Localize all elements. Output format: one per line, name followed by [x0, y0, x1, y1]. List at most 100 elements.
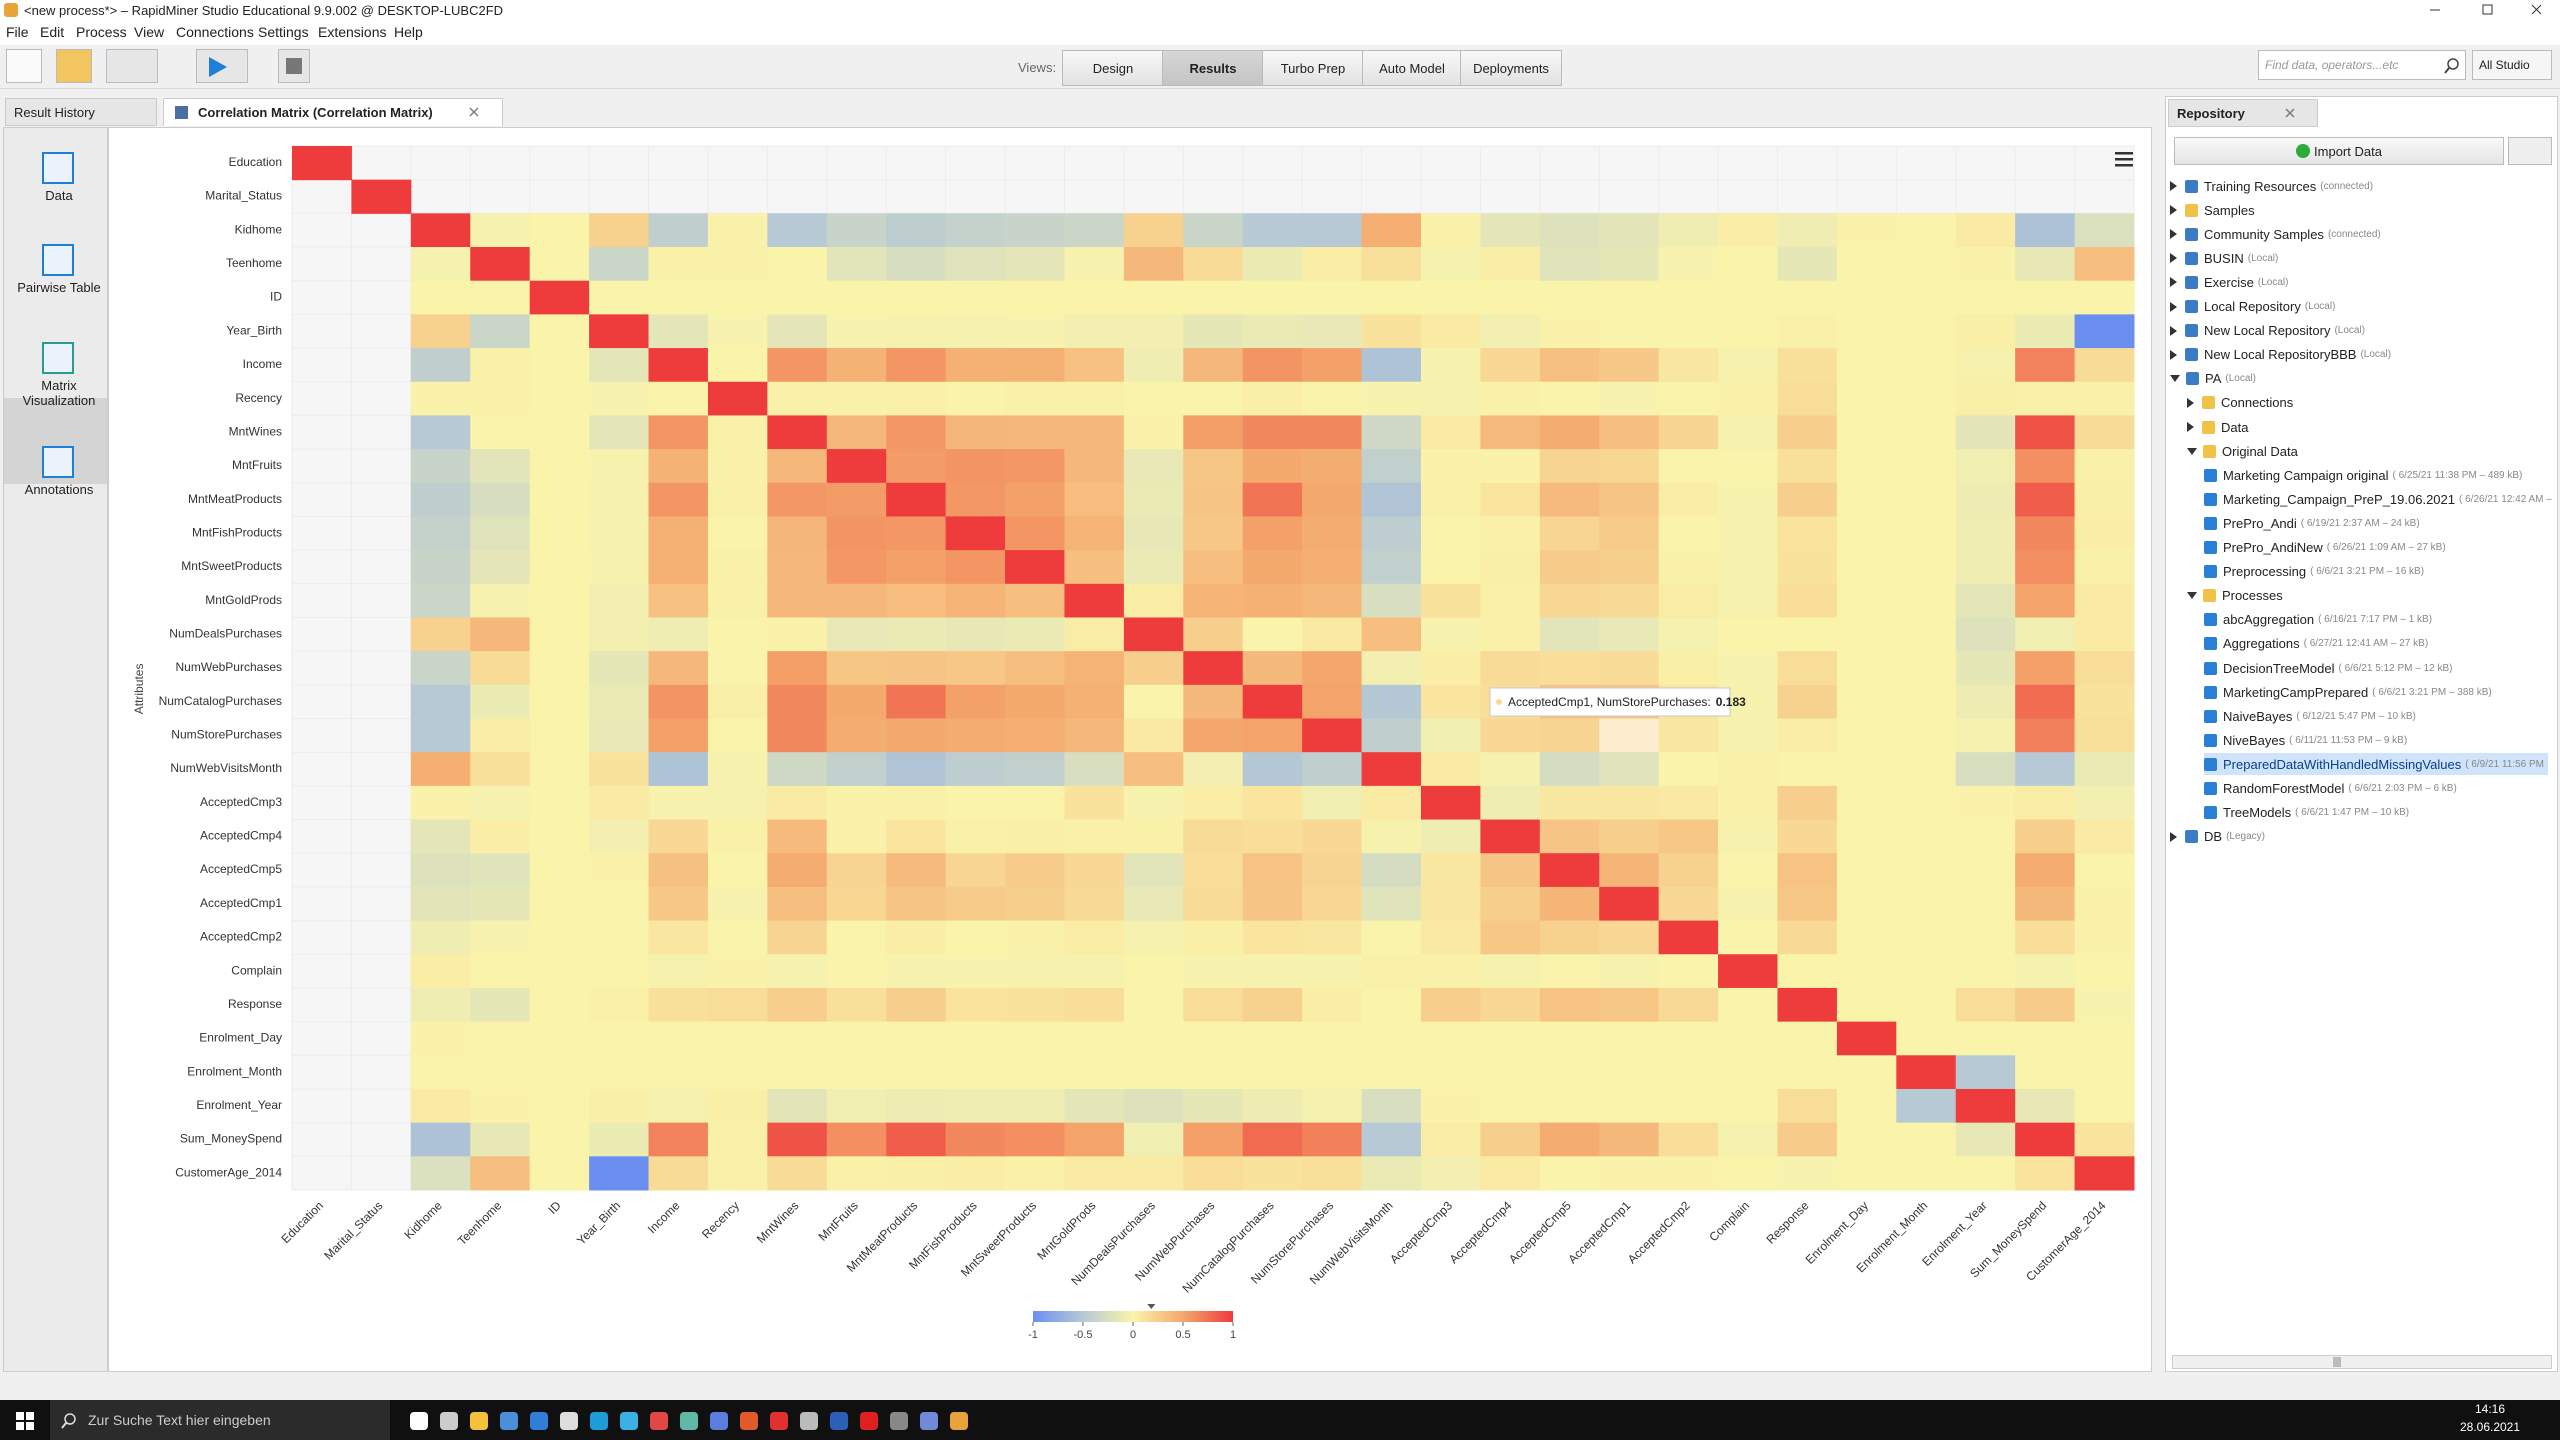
expand-arrow[interactable]	[2170, 205, 2177, 216]
close[interactable]	[2531, 4, 2542, 15]
taskbar-app-icon[interactable]	[500, 1412, 518, 1430]
menu-item[interactable]: Edit	[40, 24, 65, 40]
taskbar-app-icon[interactable]	[830, 1412, 848, 1430]
open-button[interactable]	[56, 49, 92, 83]
tree-item[interactable]: Local Repository (Local)	[2170, 296, 2335, 318]
save-button[interactable]	[106, 49, 158, 83]
search-box[interactable]: Find data, operators...etc	[2258, 50, 2466, 80]
view-icon[interactable]	[42, 446, 74, 478]
tree-item[interactable]: Training Resources (connected)	[2170, 175, 2373, 197]
taskbar-app-icon[interactable]	[950, 1412, 968, 1430]
view-button[interactable]: Turbo Prep	[1262, 50, 1364, 86]
view-label[interactable]: Matrix Visualization	[22, 378, 96, 408]
expand-arrow[interactable]	[2187, 422, 2194, 432]
taskbar-app-icon[interactable]	[680, 1412, 698, 1430]
tree-item[interactable]: Processes	[2187, 585, 2283, 607]
tree-item[interactable]: New Local Repository (Local)	[2170, 320, 2365, 342]
scope-dropdown[interactable]: All Studio	[2472, 50, 2552, 80]
view-icon[interactable]	[42, 152, 74, 184]
tree-item[interactable]: RandomForestModel( 6/6/21 2:03 PM – 6 kB…	[2204, 778, 2457, 800]
maximize[interactable]	[2482, 4, 2493, 15]
run-button[interactable]	[196, 49, 248, 83]
horizontal-scrollbar[interactable]	[2172, 1355, 2552, 1369]
tree-item[interactable]: DecisionTreeModel( 6/6/21 5:12 PM – 12 k…	[2204, 657, 2452, 679]
tree-item[interactable]: abcAggregation( 6/16/21 7:17 PM – 1 kB)	[2204, 609, 2432, 631]
expand-arrow-open[interactable]	[2187, 592, 2197, 600]
menu-item[interactable]: File	[6, 24, 29, 40]
taskbar-app-icon[interactable]	[530, 1412, 548, 1430]
tree-item[interactable]: MarketingCampPrepared( 6/6/21 3:21 PM – …	[2204, 681, 2492, 703]
scroll-thumb[interactable]	[2333, 1357, 2341, 1367]
expand-arrow[interactable]	[2170, 301, 2177, 312]
tree-item[interactable]: Exercise (Local)	[2170, 271, 2288, 293]
expand-arrow[interactable]	[2170, 349, 2177, 360]
tree-item[interactable]: TreeModels( 6/6/21 1:47 PM – 10 kB)	[2204, 802, 2409, 824]
chart-menu-icon[interactable]	[2115, 158, 2133, 161]
menu-item[interactable]: Extensions	[318, 24, 387, 40]
window-controls[interactable]	[2420, 0, 2560, 21]
view-label[interactable]: Annotations	[24, 482, 94, 497]
tree-item[interactable]: PrePro_AndiNew( 6/26/21 1:09 AM – 27 kB)	[2204, 537, 2446, 559]
repository-tab[interactable]: Repository	[2168, 99, 2318, 127]
tab-close[interactable]	[468, 106, 480, 118]
expand-arrow[interactable]	[2170, 277, 2177, 288]
taskbar-app-icon[interactable]	[890, 1412, 908, 1430]
tree-item[interactable]: Preprocessing( 6/6/21 3:21 PM – 16 kB)	[2204, 561, 2424, 583]
tree-item[interactable]: New Local RepositoryBBB (Local)	[2170, 344, 2391, 366]
expand-arrow[interactable]	[2170, 229, 2177, 240]
tree-item[interactable]: Data	[2187, 416, 2248, 438]
repository-menu-button[interactable]	[2508, 137, 2552, 165]
menu-item[interactable]: Connections	[176, 24, 254, 40]
stop-button[interactable]	[278, 49, 310, 83]
taskbar-app-icon[interactable]	[440, 1412, 458, 1430]
taskbar-app-icon[interactable]	[860, 1412, 878, 1430]
taskbar-app-icon[interactable]	[710, 1412, 728, 1430]
view-button[interactable]: Deployments	[1460, 50, 1562, 86]
tree-item[interactable]: PreparedDataWithHandledMissingValues( 6/…	[2204, 753, 2548, 776]
view-label[interactable]: Pairwise Table	[17, 280, 101, 295]
menu-item[interactable]: View	[134, 24, 165, 40]
expand-arrow[interactable]	[2170, 831, 2177, 842]
tree-item[interactable]: Connections	[2187, 392, 2293, 414]
tree-item[interactable]: Samples	[2170, 199, 2255, 221]
tree-item[interactable]: PrePro_Andi( 6/19/21 2:37 AM – 24 kB)	[2204, 512, 2420, 534]
taskbar-app-icon[interactable]	[800, 1412, 818, 1430]
tree-item[interactable]: Original Data	[2187, 440, 2298, 462]
taskbar-app-icon[interactable]	[560, 1412, 578, 1430]
tree-item[interactable]: Community Samples (connected)	[2170, 223, 2381, 245]
tree-item[interactable]: Aggregations( 6/27/21 12:41 AM – 27 kB)	[2204, 633, 2428, 655]
view-button[interactable]: Auto Model	[1362, 50, 1462, 86]
repository-close[interactable]	[2284, 107, 2296, 119]
expand-arrow-open[interactable]	[2187, 447, 2197, 455]
expand-arrow[interactable]	[2170, 325, 2177, 336]
tree-item[interactable]: NaiveBayes( 6/12/21 5:47 PM – 10 kB)	[2204, 705, 2416, 727]
menu-item[interactable]: Process	[76, 24, 127, 40]
menu-item[interactable]: Settings	[258, 24, 309, 40]
start-button[interactable]	[16, 1412, 34, 1430]
tab-active[interactable]: Correlation Matrix (Correlation Matrix)	[163, 98, 503, 126]
taskbar-app-icon[interactable]	[410, 1412, 428, 1430]
expand-arrow-open[interactable]	[2170, 375, 2180, 383]
view-icon[interactable]	[42, 244, 74, 276]
tree-item[interactable]: BUSIN (Local)	[2170, 247, 2278, 269]
taskbar-app-icon[interactable]	[920, 1412, 938, 1430]
view-button[interactable]: Design	[1062, 50, 1164, 86]
taskbar-search[interactable]: Zur Suche Text hier eingeben	[50, 1400, 390, 1440]
menu-item[interactable]: Help	[394, 24, 423, 40]
view-icon[interactable]	[42, 342, 74, 374]
tree-item[interactable]: DB (Legacy)	[2170, 826, 2265, 848]
new-button[interactable]	[6, 49, 42, 83]
import-data-button[interactable]: Import Data	[2174, 137, 2504, 165]
chart-menu-icon[interactable]	[2115, 152, 2133, 155]
view-label[interactable]: Data	[45, 188, 73, 203]
taskbar-app-icon[interactable]	[590, 1412, 608, 1430]
taskbar-app-icon[interactable]	[470, 1412, 488, 1430]
taskbar-app-icon[interactable]	[740, 1412, 758, 1430]
tree-item[interactable]: Marketing Campaign original( 6/25/21 11:…	[2204, 464, 2522, 486]
tree-item[interactable]: PA (Local)	[2170, 368, 2256, 390]
taskbar-app-icon[interactable]	[650, 1412, 668, 1430]
chart-menu-icon[interactable]	[2115, 164, 2133, 167]
taskbar-app-icon[interactable]	[620, 1412, 638, 1430]
expand-arrow[interactable]	[2170, 253, 2177, 264]
taskbar-app-icon[interactable]	[770, 1412, 788, 1430]
